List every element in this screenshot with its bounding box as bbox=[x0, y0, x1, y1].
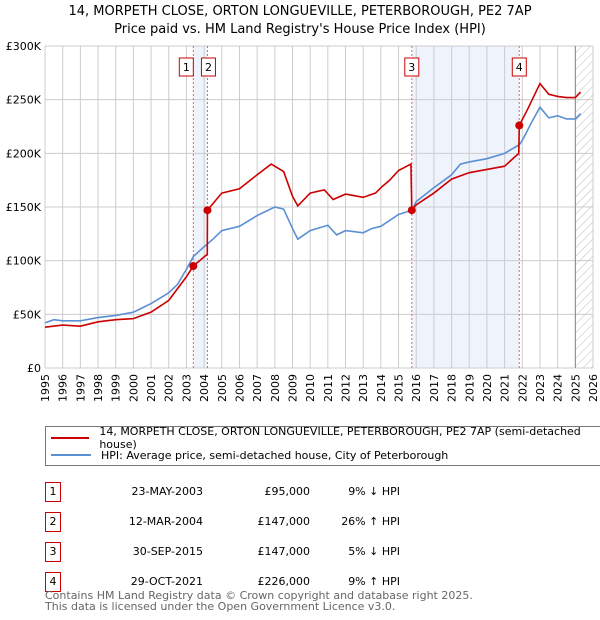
legend-item-hpi: HPI: Average price, semi-detached house,… bbox=[51, 447, 448, 463]
y-tick-label: £250K bbox=[6, 94, 42, 107]
x-tick-label: 2026 bbox=[587, 374, 600, 402]
sale-point bbox=[515, 121, 524, 130]
property-price-line bbox=[44, 82, 582, 329]
legend: 14, MORPETH CLOSE, ORTON LONGUEVILLE, PE… bbox=[45, 425, 600, 466]
x-tick-label: 1997 bbox=[74, 374, 87, 402]
sale-number-box bbox=[404, 57, 420, 77]
sale-number-box bbox=[200, 57, 216, 77]
hpi-line bbox=[44, 105, 582, 324]
sale-price: £95,000 bbox=[264, 485, 311, 498]
x-tick-label: 2007 bbox=[251, 374, 264, 402]
sale-number-label: 4 bbox=[516, 61, 523, 74]
x-tick-label: 1996 bbox=[57, 374, 70, 402]
footer-licence: This data is licensed under the Open Gov… bbox=[45, 600, 396, 613]
sale-number: 2 bbox=[45, 512, 61, 532]
sale-point bbox=[189, 262, 198, 271]
x-tick-label: 2003 bbox=[180, 374, 193, 402]
sale-number-box bbox=[178, 57, 194, 77]
sale-date: 29-OCT-2021 bbox=[130, 575, 203, 588]
x-tick-label: 2025 bbox=[569, 374, 582, 402]
price-chart: 1995 1996 1997 1998 1999 2000 2001 2002 2003 2004… bbox=[6, 40, 600, 402]
x-tick-label: 2016 bbox=[410, 374, 423, 402]
sale-number: 1 bbox=[45, 482, 61, 502]
sale-number: 4 bbox=[45, 572, 61, 592]
x-tick-label: 2019 bbox=[463, 374, 476, 402]
y-tick-label: £300K bbox=[6, 40, 42, 53]
y-tick-label: £50K bbox=[13, 308, 42, 321]
x-tick-label: 2024 bbox=[552, 374, 565, 402]
legend-item-property: 14, MORPETH CLOSE, ORTON LONGUEVILLE, PE… bbox=[51, 425, 600, 451]
x-tick-label: 2013 bbox=[357, 374, 370, 402]
sale-date: 30-SEP-2015 bbox=[132, 545, 203, 558]
sale-hpi-diff: 5% ↓ HPI bbox=[348, 545, 400, 558]
sale-row: 3 30-SEP-2015 £147,000 5% ↓ HPI bbox=[45, 542, 445, 562]
sale-hpi-diff: 26% ↑ HPI bbox=[341, 515, 400, 528]
sale-number-label: 2 bbox=[205, 61, 212, 74]
x-tick-label: 2015 bbox=[393, 374, 406, 402]
sale-row: 1 23-MAY-2003 £95,000 9% ↓ HPI bbox=[45, 482, 445, 502]
sale-number-label: 1 bbox=[183, 61, 190, 74]
sale-number-box bbox=[511, 57, 527, 77]
legend-label: 14, MORPETH CLOSE, ORTON LONGUEVILLE, PE… bbox=[99, 425, 581, 451]
sale-point bbox=[407, 206, 416, 215]
x-tick-label: 2021 bbox=[499, 374, 512, 402]
legend-label: HPI: Average price, semi-detached house,… bbox=[101, 448, 449, 462]
chart-title: 14, MORPETH CLOSE, ORTON LONGUEVILLE, PE… bbox=[68, 4, 532, 19]
x-tick-label: 1999 bbox=[110, 374, 123, 402]
x-tick-label: 2018 bbox=[446, 374, 459, 402]
x-tick-label: 1998 bbox=[92, 374, 105, 402]
x-tick-label: 2020 bbox=[481, 374, 494, 402]
y-tick-label: £0 bbox=[27, 362, 41, 375]
y-tick-label: £100K bbox=[6, 255, 42, 268]
sale-point bbox=[203, 206, 212, 215]
x-tick-label: 2005 bbox=[216, 374, 229, 402]
sale-date: 12-MAR-2004 bbox=[128, 515, 203, 528]
sale-hpi-diff: 9% ↑ HPI bbox=[348, 575, 400, 588]
y-tick-label: £150K bbox=[6, 201, 42, 214]
footer: Contains HM Land Registry data © Crown c… bbox=[45, 590, 473, 612]
y-tick-label: £200K bbox=[6, 147, 42, 160]
legend-swatch-red bbox=[51, 437, 90, 439]
sale-price: £147,000 bbox=[257, 545, 311, 558]
sale-row: 4 29-OCT-2021 £226,000 9% ↑ HPI bbox=[45, 572, 445, 592]
sale-row: 2 12-MAR-2004 £147,000 26% ↑ HPI bbox=[45, 512, 445, 532]
sale-number-label: 3 bbox=[408, 61, 415, 74]
legend-swatch-blue bbox=[51, 454, 91, 456]
sale-price: £147,000 bbox=[257, 515, 311, 528]
x-tick-label: 2001 bbox=[145, 374, 158, 402]
x-tick-label: 2023 bbox=[534, 374, 547, 402]
x-tick-label: 2004 bbox=[198, 374, 211, 402]
x-tick-label: 2017 bbox=[428, 374, 441, 402]
chart-subtitle: Price paid vs. HM Land Registry's House … bbox=[114, 22, 486, 37]
x-tick-label: 2002 bbox=[163, 374, 176, 402]
x-tick-label: 2022 bbox=[516, 374, 529, 402]
footer-copyright: Contains HM Land Registry data © Crown c… bbox=[45, 589, 473, 602]
x-tick-label: 2014 bbox=[375, 374, 388, 402]
x-tick-label: 2009 bbox=[286, 374, 299, 402]
sale-number: 3 bbox=[45, 542, 61, 562]
x-tick-label: 2011 bbox=[322, 374, 335, 402]
x-tick-label: 2012 bbox=[340, 374, 353, 402]
sale-hpi-diff: 9% ↓ HPI bbox=[348, 485, 400, 498]
x-tick-label: 1995 bbox=[39, 374, 52, 402]
x-tick-label: 2008 bbox=[269, 374, 282, 402]
x-tick-label: 2000 bbox=[127, 374, 140, 402]
x-tick-label: 2006 bbox=[233, 374, 246, 402]
sale-date: 23-MAY-2003 bbox=[131, 485, 203, 498]
x-tick-label: 2010 bbox=[304, 374, 317, 402]
sale-price: £226,000 bbox=[257, 575, 311, 588]
